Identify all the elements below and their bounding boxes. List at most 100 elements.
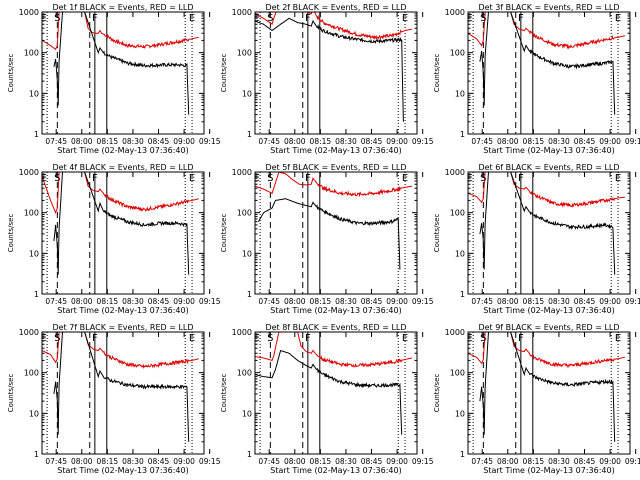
x-tick-label: 09:00 bbox=[386, 457, 408, 466]
x-tick-label: 08:30 bbox=[122, 297, 144, 306]
series-red bbox=[255, 12, 412, 40]
region-marker: E bbox=[467, 173, 473, 184]
region-marker: S bbox=[54, 173, 60, 184]
x-tick-label: 08:00 bbox=[71, 457, 93, 466]
region-marker: E bbox=[402, 333, 408, 344]
x-tick-label: 08:45 bbox=[361, 457, 383, 466]
y-tick-label: 1 bbox=[247, 130, 252, 139]
x-tick-label: 08:15 bbox=[310, 297, 332, 306]
y-axis-label: Counts/sec bbox=[433, 374, 441, 413]
series-black bbox=[257, 198, 401, 270]
y-tick-label: 1 bbox=[34, 130, 39, 139]
reference-lines bbox=[46, 332, 193, 454]
x-tick-label: 09:15 bbox=[625, 457, 640, 466]
region-marker: E bbox=[41, 333, 47, 344]
x-tick-label: 08:45 bbox=[361, 137, 383, 146]
y-tick-label: 1000 bbox=[445, 8, 465, 17]
y-tick-label: 1000 bbox=[232, 328, 252, 337]
series-black bbox=[479, 12, 616, 115]
panel-7: 1 10 100 1000 07:45 08:00 08:15 08:30 08:45 09:00… bbox=[7, 323, 221, 475]
series-black bbox=[255, 17, 404, 122]
y-axis-label: Counts/sec bbox=[433, 214, 441, 253]
x-tick-label: 07:45 bbox=[258, 137, 280, 146]
region-marker: S bbox=[480, 13, 486, 24]
reference-lines bbox=[472, 12, 619, 134]
x-tick-label: 09:15 bbox=[625, 297, 640, 306]
plot-frame bbox=[41, 11, 205, 135]
x-tick-label: 09:00 bbox=[386, 297, 408, 306]
x-tick-label: 07:45 bbox=[258, 297, 280, 306]
reference-lines bbox=[259, 172, 406, 294]
x-axis-label: Start Time (02-May-13 07:36:40) bbox=[483, 146, 614, 155]
y-tick-label: 1 bbox=[34, 290, 39, 299]
panel-1: 1 10 100 1000 07:45 08:00 08:15 08:30 08:45 09:00… bbox=[7, 3, 221, 155]
x-tick-label: 08:30 bbox=[335, 137, 357, 146]
region-marker: S bbox=[267, 173, 273, 184]
panel-8: 1 10 100 1000 07:45 08:00 08:15 08:30 08:45 09:00… bbox=[220, 323, 434, 475]
y-tick-label: 100 bbox=[450, 49, 465, 58]
plot-frame bbox=[254, 331, 418, 455]
x-tick-label: 09:15 bbox=[199, 297, 221, 306]
x-tick-label: 08:30 bbox=[548, 137, 570, 146]
y-tick-label: 1 bbox=[460, 290, 465, 299]
x-tick-label: 08:00 bbox=[71, 137, 93, 146]
region-marker: E bbox=[189, 333, 195, 344]
region-marker: S bbox=[54, 333, 60, 344]
y-tick-label: 100 bbox=[24, 49, 39, 58]
y-axis-label: Counts/sec bbox=[7, 214, 15, 253]
series-black bbox=[53, 172, 190, 275]
x-tick-label: 08:45 bbox=[148, 137, 170, 146]
x-tick-label: 09:00 bbox=[386, 137, 408, 146]
region-marker: F bbox=[305, 13, 311, 24]
panel-9: 1 10 100 1000 07:45 08:00 08:15 08:30 08:45 09:00… bbox=[433, 323, 640, 475]
y-tick-label: 1000 bbox=[445, 168, 465, 177]
reference-lines bbox=[46, 12, 193, 134]
x-axis-label: Start Time (02-May-13 07:36:40) bbox=[483, 466, 614, 475]
reference-lines bbox=[472, 332, 619, 454]
x-tick-label: 08:00 bbox=[497, 297, 519, 306]
y-tick-label: 10 bbox=[242, 249, 252, 258]
x-tick-label: 08:15 bbox=[97, 457, 119, 466]
plot-frame bbox=[254, 171, 418, 295]
series-red bbox=[468, 332, 625, 369]
x-tick-label: 07:45 bbox=[45, 137, 67, 146]
x-tick-label: 08:30 bbox=[335, 297, 357, 306]
region-marker: E bbox=[254, 333, 260, 344]
y-tick-label: 100 bbox=[24, 209, 39, 218]
y-tick-label: 10 bbox=[29, 249, 39, 258]
x-tick-label: 09:00 bbox=[599, 297, 621, 306]
region-marker: F bbox=[92, 173, 98, 184]
x-tick-label: 08:00 bbox=[497, 137, 519, 146]
y-tick-label: 1000 bbox=[445, 328, 465, 337]
x-axis-label: Start Time (02-May-13 07:36:40) bbox=[57, 306, 188, 315]
y-tick-label: 1 bbox=[34, 450, 39, 459]
x-tick-label: 09:15 bbox=[199, 137, 221, 146]
x-tick-label: 07:45 bbox=[471, 137, 493, 146]
x-tick-label: 08:30 bbox=[122, 457, 144, 466]
x-tick-label: 08:15 bbox=[97, 137, 119, 146]
y-tick-label: 10 bbox=[242, 409, 252, 418]
x-tick-label: 08:00 bbox=[284, 297, 306, 306]
panel-2: 1 10 100 1000 07:45 08:00 08:15 08:30 08:45 09:00… bbox=[220, 3, 434, 155]
series-red bbox=[42, 172, 200, 215]
x-tick-label: 09:00 bbox=[173, 137, 195, 146]
x-tick-label: 08:45 bbox=[361, 297, 383, 306]
x-tick-label: 08:00 bbox=[284, 457, 306, 466]
y-axis-label: Counts/sec bbox=[433, 54, 441, 93]
x-tick-label: 07:45 bbox=[471, 457, 493, 466]
panel-5: 1 10 100 1000 07:45 08:00 08:15 08:30 08:45 09:00… bbox=[220, 163, 434, 315]
panel-3: 1 10 100 1000 07:45 08:00 08:15 08:30 08:45 09:00… bbox=[433, 3, 640, 155]
y-tick-label: 10 bbox=[455, 249, 465, 258]
region-marker: F bbox=[92, 13, 98, 24]
plot-frame bbox=[41, 331, 205, 455]
y-tick-label: 10 bbox=[455, 89, 465, 98]
y-tick-label: 1000 bbox=[19, 328, 39, 337]
x-tick-label: 08:45 bbox=[574, 137, 596, 146]
x-tick-label: 08:00 bbox=[284, 137, 306, 146]
y-tick-label: 10 bbox=[29, 409, 39, 418]
panel-title: Det 6f BLACK = Events, RED = LLD bbox=[478, 163, 619, 172]
y-tick-label: 100 bbox=[237, 209, 252, 218]
plot-frame bbox=[467, 171, 631, 295]
x-axis-label: Start Time (02-May-13 07:36:40) bbox=[57, 466, 188, 475]
